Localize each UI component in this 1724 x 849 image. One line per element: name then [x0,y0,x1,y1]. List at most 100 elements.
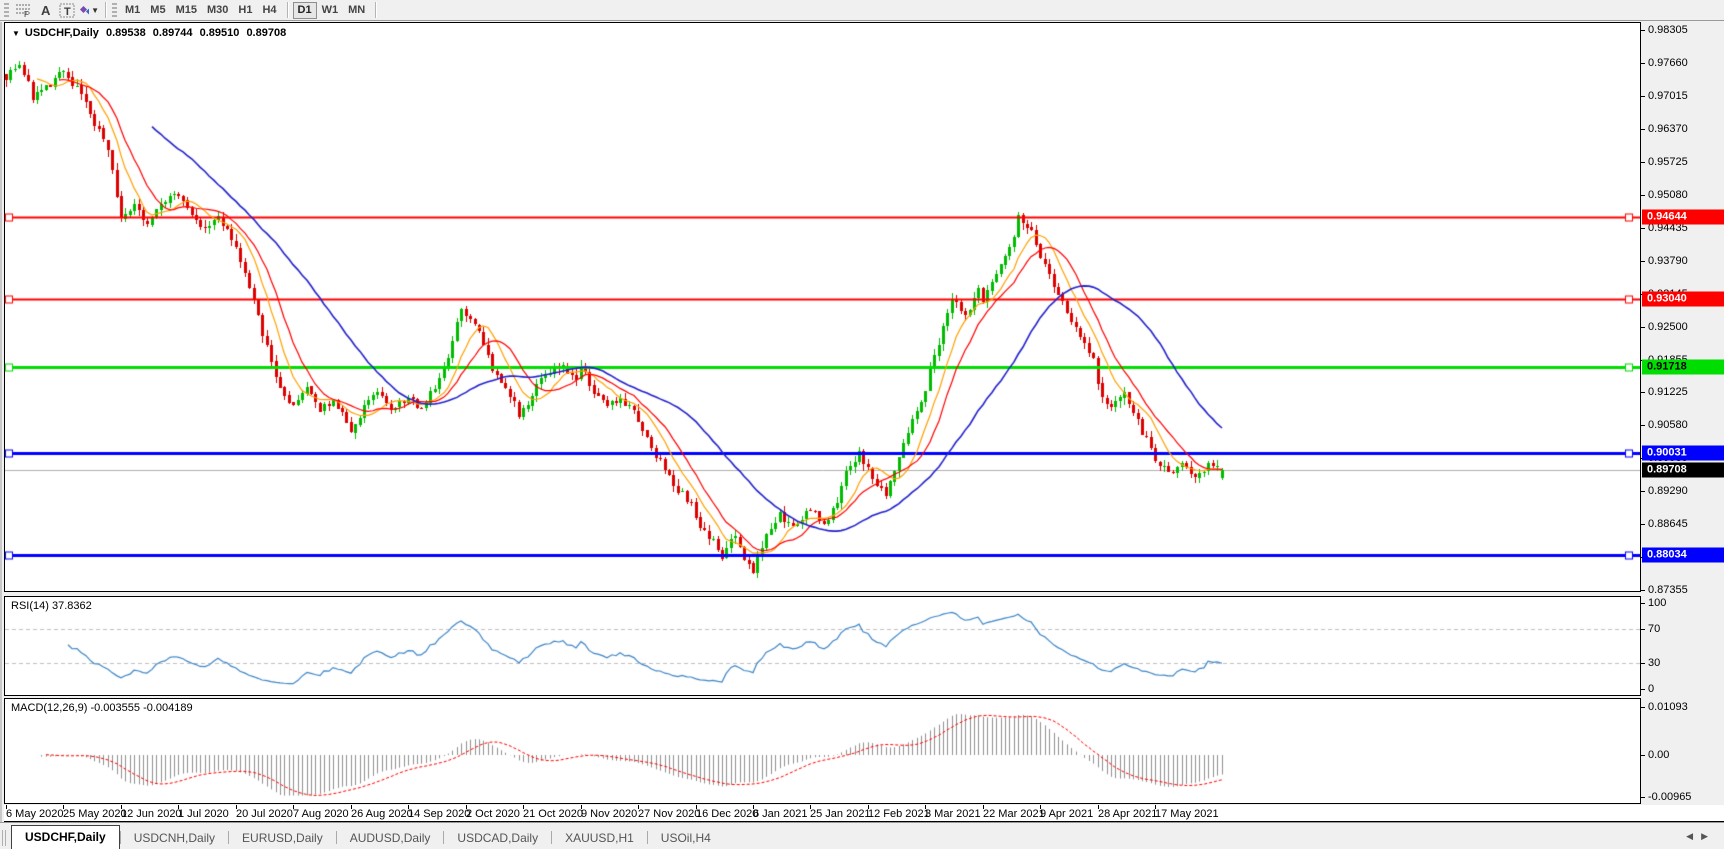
date-tick-label: 6 May 2020 [6,808,64,820]
axis-tick-mark [1641,707,1645,708]
axis-tick-mark [1641,392,1645,393]
axis-tick-mark [1641,96,1645,97]
date-tick-label: 27 Nov 2020 [638,808,701,820]
axis-tick-mark [1641,63,1645,64]
text-label-icon[interactable]: T [57,2,77,19]
price-tick-label: 0.95725 [1648,156,1688,168]
timeframe-button-m15[interactable]: M15 [175,4,197,16]
price-tick-label: 0.90580 [1648,419,1688,431]
date-tick-label: 1 Jul 2020 [178,808,229,820]
svg-text:F: F [24,10,29,17]
axis-tick-mark [1641,590,1645,591]
date-tick-mark [1155,805,1156,809]
arrows-dropdown-caret[interactable]: ▼ [91,5,99,15]
date-tick-mark [408,805,409,809]
tabs-holder: USDCHF,Daily USDCNH,Daily EURUSD,Daily AUDU… [11,825,724,849]
axis-tick-mark [1641,162,1645,163]
rsi-indicator-panel: RSI(14) 37.8362 [4,596,1641,696]
price-level-label: 0.90031 [1642,445,1724,461]
tab-separator [551,831,553,844]
chart-tab-usdcad[interactable]: USDCAD,Daily [457,831,539,845]
timeframe-button-m1[interactable]: M1 [125,4,141,16]
date-tick-label: 12 Jun 2020 [121,808,182,820]
main-chart-panel: ▼ USDCHF,Daily 0.89538 0.89744 0.89510 0.… [4,22,1641,592]
chart-tab-usoil[interactable]: USOil,H4 [660,831,711,845]
price-level-label: 0.91718 [1642,359,1724,375]
price-tick-label: -0.00965 [1648,791,1692,803]
date-tick-label: 7 Aug 2020 [293,808,349,820]
date-tick-label: 16 Dec 2020 [696,808,759,820]
price-tick-label: 0.96370 [1648,123,1688,135]
price-level-label: 0.93040 [1642,291,1724,307]
timeframe-button-m5[interactable]: M5 [150,4,166,16]
price-tick-label: 0.93790 [1648,255,1688,267]
macd-canvas[interactable] [5,699,1640,803]
date-tick-label: 22 Mar 2021 [983,808,1045,820]
tab-separator [335,831,337,844]
date-tick-label: 25 May 2020 [63,808,127,820]
axis-tick-mark [1641,228,1645,229]
date-tick-mark [351,805,352,809]
axis-tick-mark [1641,30,1645,31]
chart-tab-usdcnh[interactable]: USDCNH,Daily [133,831,216,845]
date-tick-mark [810,805,811,809]
date-tick-label: 6 Jan 2021 [753,808,808,820]
axis-tick-mark [1641,425,1645,426]
fibonacci-icon[interactable]: F [13,2,33,19]
rsi-label: RSI(14) 37.8362 [11,600,92,612]
axis-tick-mark [1641,797,1645,798]
date-tick-mark [236,805,237,809]
date-tick-label: 17 May 2021 [1155,808,1219,820]
price-tick-label: 0.88645 [1648,518,1688,530]
text-icon[interactable]: A [35,2,55,19]
price-tick-label: 0.00 [1648,749,1670,761]
date-tick-mark [925,805,926,809]
tab-separator [443,831,445,844]
axis-tick-mark [1641,755,1645,756]
tab-scroll-right-icon[interactable]: ▶ [1701,831,1716,841]
toolbar-separator-end [375,2,377,18]
svg-text:T: T [64,6,71,18]
price-tick-label: 30 [1648,657,1661,669]
timeframe-button-h1[interactable]: H1 [238,4,253,16]
price-tick-label: 0.91225 [1648,386,1688,398]
date-tick-mark [523,805,524,809]
timeframe-button-m30[interactable]: M30 [206,4,229,16]
chart-symbol-label: USDCHF,Daily [24,27,99,39]
date-tick-mark [121,805,122,809]
timeframe-button-d1[interactable]: D1 [292,1,317,19]
tab-separator [646,831,648,844]
date-tick-mark [1098,805,1099,809]
chart-tab-audusd[interactable]: AUDUSD,Daily [349,831,431,845]
timeframe-button-w1[interactable]: W1 [321,4,339,16]
symbol-dropdown-icon[interactable]: ▼ [12,29,20,38]
date-axis[interactable]: 6 May 2020 25 May 2020 12 Jun 2020 1 Jul 20… [4,805,1724,822]
axis-tick-mark [1641,524,1645,525]
arrows-icon[interactable]: ▼ [79,2,99,19]
axis-tick-mark [1641,491,1645,492]
toolbar-grip[interactable] [4,3,9,17]
price-tick-label: 0.92500 [1648,321,1688,333]
timeframe-toolbar-grip[interactable] [112,3,117,17]
price-axis-column[interactable]: 0.98305 0.97660 0.97015 0.96370 0.95725 0.950… [1641,22,1724,804]
timeframe-button-mn[interactable]: MN [348,4,366,16]
timeframe-buttons: M1 M5 M15 M30 H1 H4 D1 W1 MN [120,1,370,19]
timeframe-button-h4[interactable]: H4 [262,4,277,16]
date-tick-mark [178,805,179,809]
chart-tab-usdchf[interactable]: USDCHF,Daily [11,825,120,849]
date-tick-mark [753,805,754,809]
date-tick-mark [63,805,64,809]
tab-scroll-left-icon[interactable]: ◀ [1686,831,1702,841]
rsi-canvas[interactable] [5,597,1640,695]
main-chart-canvas[interactable] [5,23,1640,591]
date-tick-mark [638,805,639,809]
chart-tab-xauusd[interactable]: XAUUSD,H1 [565,831,634,845]
chart-tab-eurusd[interactable]: EURUSD,Daily [242,831,323,845]
svg-text:A: A [41,3,51,17]
date-tick-label: 25 Jan 2021 [810,808,871,820]
text-label-icon-glyph: T [59,3,75,18]
date-tick-mark [1040,805,1041,809]
text-icon-glyph: A [41,3,51,17]
date-tick-label: 12 Feb 2021 [868,808,930,820]
price-level-label: 0.88034 [1642,547,1724,563]
